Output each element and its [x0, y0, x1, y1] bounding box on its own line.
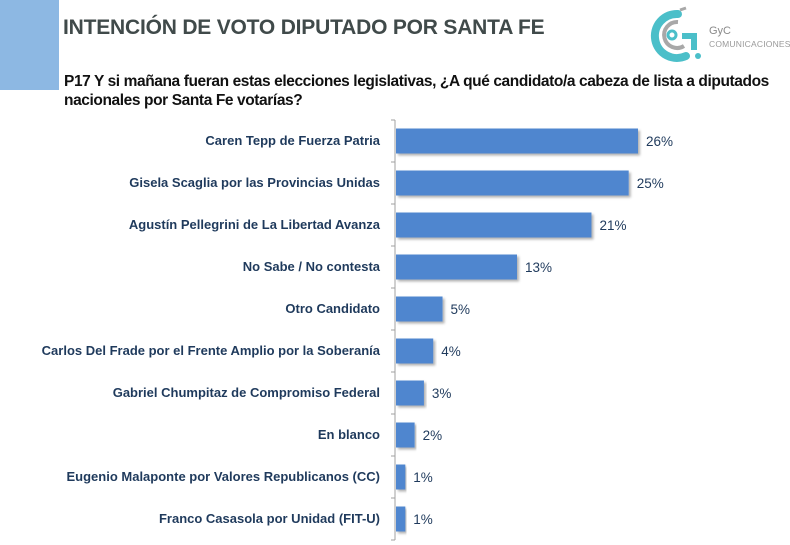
category-label: Eugenio Malaponte por Valores Republican… [67, 469, 381, 484]
accent-block [0, 0, 59, 90]
category-label: En blanco [318, 427, 380, 442]
value-label: 26% [646, 134, 673, 149]
category-label: Gisela Scaglia por las Provincias Unidas [129, 175, 380, 190]
value-label: 21% [599, 218, 626, 233]
logo-name: GyC [709, 25, 731, 37]
logo-subtitle: COMUNICACIONES [709, 39, 790, 49]
bar [396, 380, 424, 406]
value-label: 5% [451, 302, 471, 317]
category-label: Carlos Del Frade por el Frente Amplio po… [42, 343, 381, 358]
value-label: 25% [637, 176, 664, 191]
category-label: Caren Tepp de Fuerza Patria [205, 133, 380, 148]
bar [396, 212, 592, 238]
bar [396, 506, 406, 532]
page-title: INTENCIÓN DE VOTO DIPUTADO POR SANTA FE [63, 16, 545, 39]
question-text: P17 Y si mañana fueran estas elecciones … [64, 73, 769, 109]
gyc-logo-icon [650, 6, 701, 62]
category-label: Franco Casasola por Unidad (FIT-U) [159, 511, 380, 526]
bar [396, 422, 415, 448]
bar [396, 254, 517, 280]
value-label: 2% [423, 428, 443, 443]
value-label: 4% [441, 344, 461, 359]
bar [396, 170, 629, 196]
bar [396, 296, 443, 322]
value-label: 1% [413, 512, 433, 527]
category-label: Otro Candidato [285, 301, 380, 316]
bar [396, 464, 406, 490]
category-label: Gabriel Chumpitaz de Compromiso Federal [113, 385, 380, 400]
bar [396, 128, 638, 154]
category-label: No Sabe / No contesta [243, 259, 381, 274]
category-label: Agustín Pellegrini de La Libertad Avanza [129, 217, 381, 232]
value-label: 1% [413, 470, 433, 485]
bar [396, 338, 434, 364]
value-label: 13% [525, 260, 552, 275]
value-label: 3% [432, 386, 452, 401]
